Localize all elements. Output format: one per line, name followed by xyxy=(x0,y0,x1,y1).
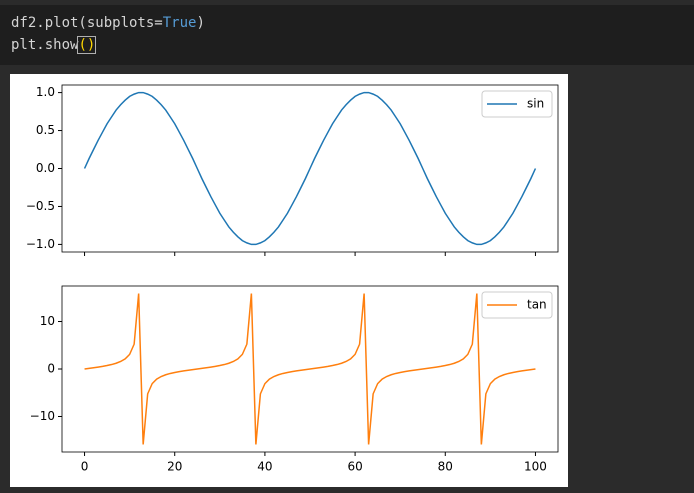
code-token: plt.show xyxy=(11,37,79,53)
y-tick-label: 0.5 xyxy=(36,123,55,137)
y-tick-label: −0.5 xyxy=(26,199,55,213)
x-tick-label: 100 xyxy=(524,460,547,474)
code-line: df2.plot(subplots=True) xyxy=(11,15,205,31)
code-cell[interactable]: df2.plot(subplots=True) plt.show() xyxy=(0,5,694,65)
x-tick-label: 0 xyxy=(81,460,89,474)
y-tick-label: 0.0 xyxy=(36,161,55,175)
code-token: True xyxy=(162,15,197,31)
code-token: ) xyxy=(196,15,205,31)
axes-frame xyxy=(61,285,559,453)
x-tick-label: 60 xyxy=(347,460,362,474)
series-line xyxy=(84,293,536,445)
y-tick-label: 1.0 xyxy=(36,85,55,99)
x-tick-label: 80 xyxy=(438,460,453,474)
y-tick-label: −1.0 xyxy=(26,237,55,251)
series-line xyxy=(83,91,537,246)
legend-label: sin xyxy=(527,97,544,111)
legend-label: tan xyxy=(527,298,547,312)
axes-frame xyxy=(61,84,559,253)
x-tick-label: 20 xyxy=(167,460,182,474)
x-tick-label: 40 xyxy=(257,460,272,474)
code-token: () xyxy=(77,36,97,54)
y-tick-label: 0 xyxy=(47,362,55,376)
y-tick-label: 10 xyxy=(40,314,55,328)
y-tick-label: −10 xyxy=(30,409,55,423)
code-token: df2.plot(subplots= xyxy=(11,15,163,31)
output-area xyxy=(10,74,568,487)
code-line: plt.show() xyxy=(11,36,97,54)
